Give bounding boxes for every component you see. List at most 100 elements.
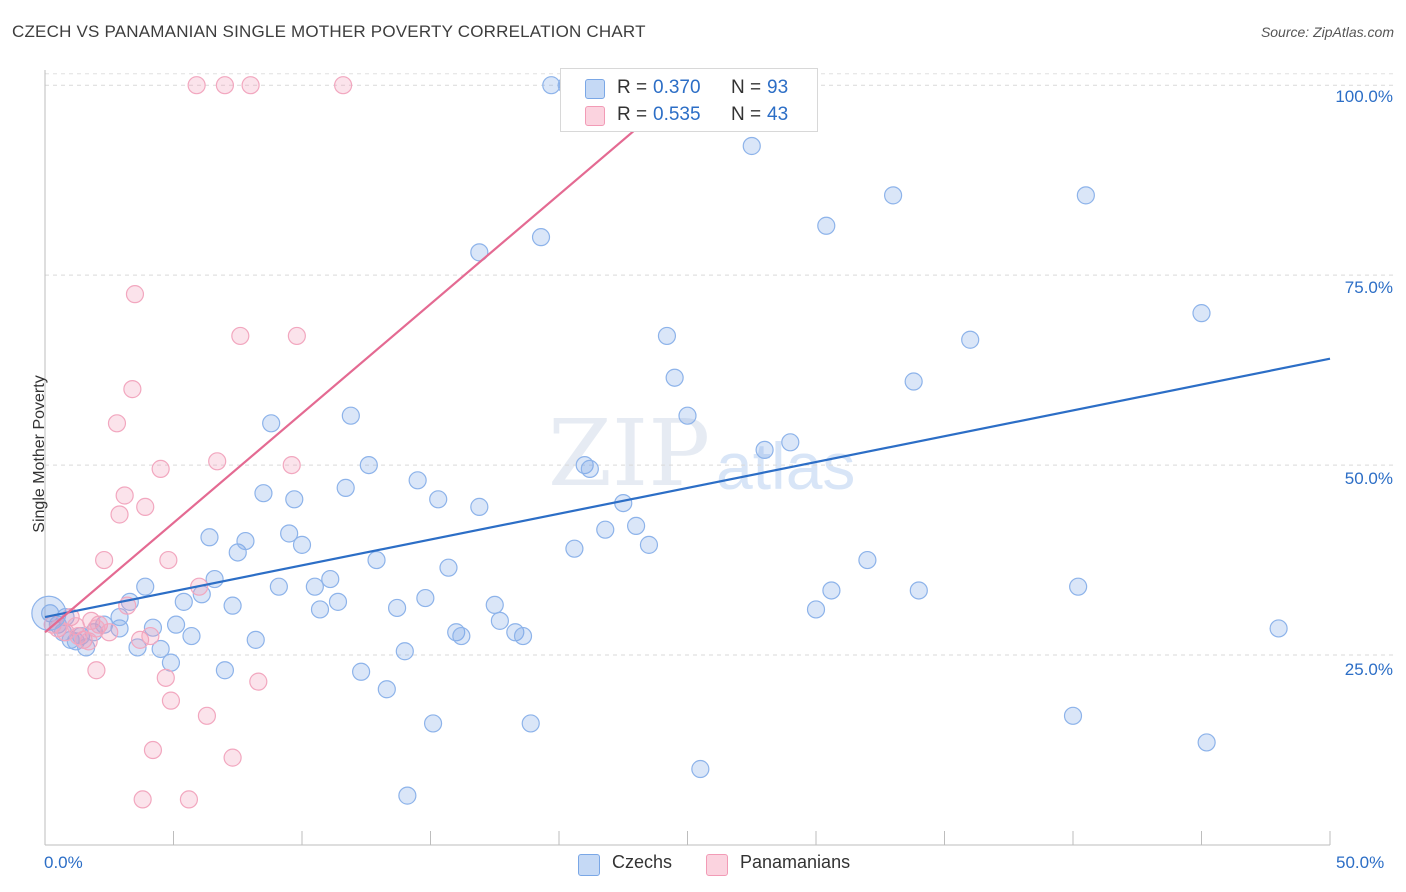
- czech-point-56: [470, 497, 489, 516]
- czech-point-76: [742, 136, 761, 156]
- czech-point-75: [691, 759, 710, 779]
- legend-n-value: 93: [767, 77, 789, 98]
- czech-point-40: [341, 406, 360, 425]
- czech-point-25: [223, 596, 242, 615]
- czech-point-65: [565, 539, 584, 558]
- czech-point-22: [200, 528, 219, 547]
- czech-point-91: [1197, 733, 1216, 752]
- legend: R = 0.370 N = 93 R = 0.535 N = 43: [560, 68, 818, 132]
- czech-point-52: [439, 558, 458, 577]
- panamanian-point-27: [179, 790, 199, 809]
- czech-point-82: [858, 550, 877, 570]
- czech-point-39: [336, 478, 355, 497]
- panamanian-point-42: [69, 626, 88, 646]
- czech-point-16: [151, 639, 170, 659]
- series-swatch-czechs: [578, 854, 600, 876]
- czech-point-36: [310, 600, 330, 619]
- czech-point-83: [883, 186, 903, 205]
- czech-point-70: [626, 516, 646, 535]
- y-axis-title: Single Mother Poverty: [31, 375, 48, 533]
- czech-point-28: [246, 630, 265, 649]
- czech-point-33: [285, 490, 304, 509]
- legend-r-value: 0.370: [653, 77, 701, 98]
- czech-point-84: [904, 372, 923, 391]
- czech-point-42: [359, 455, 378, 475]
- panamanian-point-35: [241, 76, 260, 95]
- czech-point-89: [1076, 186, 1095, 205]
- czech-point-57: [485, 595, 504, 615]
- czech-point-67: [580, 459, 599, 478]
- y-tick-label-100: 100.0%: [1335, 87, 1393, 106]
- y-tick-label-25: 25.0%: [1344, 660, 1393, 679]
- czech-point-58: [490, 611, 509, 630]
- panamanian-point-16: [123, 380, 142, 399]
- czech-point-49: [416, 588, 435, 608]
- czech-point-27: [236, 531, 255, 551]
- panamanian-point-10: [95, 550, 114, 570]
- czech-point-77: [755, 440, 774, 460]
- panamanian-point-39: [334, 76, 353, 95]
- y-tick-label-75: 75.0%: [1344, 278, 1393, 297]
- series-legend: Czechs Panamanians: [0, 852, 1406, 876]
- series-swatch-panamanians: [706, 854, 728, 876]
- czech-point-80: [817, 216, 836, 235]
- czech-point-72: [657, 326, 677, 346]
- czech-point-81: [822, 581, 841, 600]
- czech-point-92: [1269, 619, 1288, 638]
- legend-r-label: R =: [617, 77, 653, 98]
- czech-point-54: [452, 626, 471, 646]
- czech-point-78: [781, 433, 800, 452]
- panamanian-point-24: [156, 668, 175, 687]
- panamanian-point-33: [223, 748, 242, 767]
- czech-point-44: [377, 680, 396, 699]
- czech-point-73: [665, 368, 684, 387]
- czech-point-20: [182, 626, 201, 646]
- czech-point-46: [395, 642, 414, 661]
- czech-point-29: [254, 484, 273, 503]
- x-tick-label-max: 50.0%: [1336, 853, 1385, 872]
- grid: [45, 73, 1395, 656]
- legend-r-label: R =: [617, 104, 653, 125]
- legend-swatch-czechs: [585, 79, 605, 99]
- panamanian-point-36: [249, 672, 268, 691]
- czech-trend-line: [44, 357, 1331, 619]
- panamanian-trend-line: [44, 84, 689, 634]
- czech-point-62: [531, 228, 551, 247]
- czech-point-47: [398, 786, 417, 805]
- czech-point-68: [596, 520, 615, 539]
- legend-n-value: 43: [767, 104, 789, 125]
- czech-point-38: [328, 592, 348, 611]
- czech-point-51: [429, 490, 448, 509]
- panamanian-point-28: [187, 76, 206, 95]
- czech-point-34: [292, 535, 312, 554]
- czech-point-35: [305, 577, 324, 596]
- czech-point-61: [521, 714, 540, 733]
- panamanian-point-12: [107, 414, 127, 433]
- panamanian-point-30: [197, 706, 217, 725]
- panamanian-point-31: [208, 452, 227, 471]
- chart-title: CZECH VS PANAMANIAN SINGLE MOTHER POVERT…: [12, 22, 646, 41]
- data-points: [31, 76, 1288, 809]
- legend-n-label: N =: [731, 104, 767, 125]
- watermark-atlas: atlas: [716, 429, 856, 503]
- panamanian-point-38: [287, 326, 306, 346]
- panamanian-point-41: [87, 619, 106, 638]
- czech-point-79: [806, 600, 826, 619]
- czech-point-55: [470, 243, 489, 262]
- panamanian-point-23: [151, 459, 170, 478]
- panamanian-point-14: [115, 486, 134, 505]
- chart-source: Source: ZipAtlas.com: [1260, 24, 1394, 40]
- czech-point-87: [1063, 706, 1083, 725]
- series-label-panamanians: Panamanians: [740, 852, 851, 872]
- czech-point-30: [262, 414, 281, 433]
- panamanian-point-32: [215, 76, 234, 95]
- x-tick-label-min: 0.0%: [44, 853, 83, 872]
- legend-n-label: N =: [731, 77, 767, 98]
- czech-point-32: [280, 524, 299, 543]
- panamanian-point-13: [110, 505, 129, 524]
- czech-point-31: [269, 577, 288, 596]
- panamanian-point-34: [231, 326, 250, 346]
- czech-point-60: [513, 626, 533, 646]
- czech-point-86: [961, 330, 980, 349]
